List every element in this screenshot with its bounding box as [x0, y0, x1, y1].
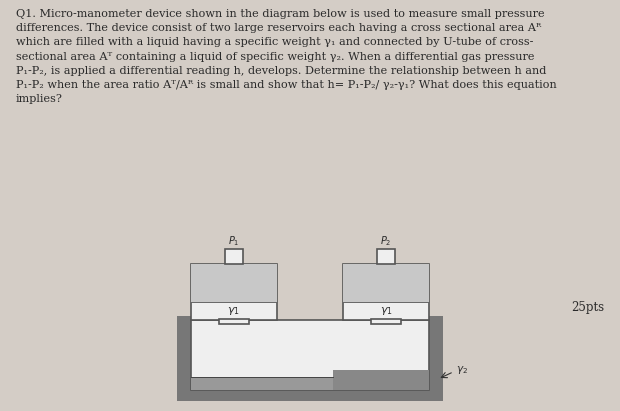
- Bar: [425, 316, 443, 401]
- Bar: [334, 370, 430, 390]
- Text: $P_2$: $P_2$: [380, 234, 392, 248]
- Bar: [177, 316, 195, 401]
- Text: $P_1$: $P_1$: [228, 234, 240, 248]
- Text: 25pts: 25pts: [572, 301, 604, 314]
- Bar: [190, 377, 430, 390]
- Text: h: h: [392, 375, 399, 385]
- Bar: [377, 249, 394, 264]
- Text: $\gamma_1$: $\gamma_1$: [380, 305, 392, 317]
- Bar: [371, 319, 401, 324]
- Bar: [190, 319, 430, 390]
- Bar: [226, 249, 243, 264]
- Text: $\gamma_2$: $\gamma_2$: [456, 365, 467, 376]
- Bar: [190, 264, 277, 319]
- Text: $\gamma_1$: $\gamma_1$: [228, 305, 240, 317]
- Bar: [219, 319, 249, 324]
- Bar: [177, 386, 443, 401]
- Bar: [343, 264, 430, 319]
- Text: Q1. Micro-manometer device shown in the diagram below is used to measure small p: Q1. Micro-manometer device shown in the …: [16, 9, 556, 104]
- Bar: [190, 264, 277, 302]
- Bar: [343, 264, 430, 302]
